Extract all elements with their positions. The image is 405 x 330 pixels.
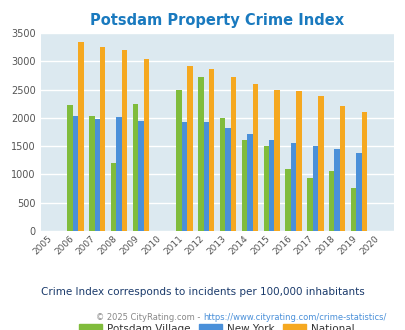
Bar: [312, 146, 317, 231]
Bar: [100, 47, 105, 231]
Bar: [307, 178, 312, 231]
Bar: [67, 105, 72, 231]
Bar: [220, 118, 225, 231]
Text: https://www.cityrating.com/crime-statistics/: https://www.cityrating.com/crime-statist…: [202, 313, 386, 322]
Bar: [209, 69, 214, 231]
Bar: [361, 112, 366, 231]
Bar: [274, 90, 279, 231]
Bar: [198, 77, 203, 231]
Bar: [296, 91, 301, 231]
Bar: [241, 140, 247, 231]
Bar: [116, 117, 121, 231]
Bar: [111, 163, 116, 231]
Bar: [230, 77, 236, 231]
Text: Crime Index corresponds to incidents per 100,000 inhabitants: Crime Index corresponds to incidents per…: [41, 287, 364, 297]
Bar: [72, 115, 78, 231]
Bar: [285, 169, 290, 231]
Bar: [89, 116, 94, 231]
Bar: [334, 149, 339, 231]
Bar: [203, 122, 209, 231]
Bar: [317, 96, 323, 231]
Bar: [355, 153, 361, 231]
Bar: [350, 188, 355, 231]
Bar: [269, 140, 274, 231]
Bar: [78, 42, 83, 231]
Title: Potsdam Property Crime Index: Potsdam Property Crime Index: [90, 13, 343, 28]
Bar: [225, 128, 230, 231]
Bar: [138, 121, 143, 231]
Bar: [176, 90, 181, 231]
Legend: Potsdam Village, New York, National: Potsdam Village, New York, National: [75, 319, 358, 330]
Bar: [132, 104, 138, 231]
Bar: [263, 146, 269, 231]
Bar: [122, 50, 127, 231]
Text: © 2025 CityRating.com -: © 2025 CityRating.com -: [96, 313, 202, 322]
Bar: [252, 84, 258, 231]
Bar: [290, 143, 296, 231]
Bar: [339, 106, 345, 231]
Bar: [143, 59, 149, 231]
Bar: [181, 122, 187, 231]
Bar: [187, 66, 192, 231]
Bar: [94, 119, 100, 231]
Bar: [328, 171, 334, 231]
Bar: [247, 134, 252, 231]
